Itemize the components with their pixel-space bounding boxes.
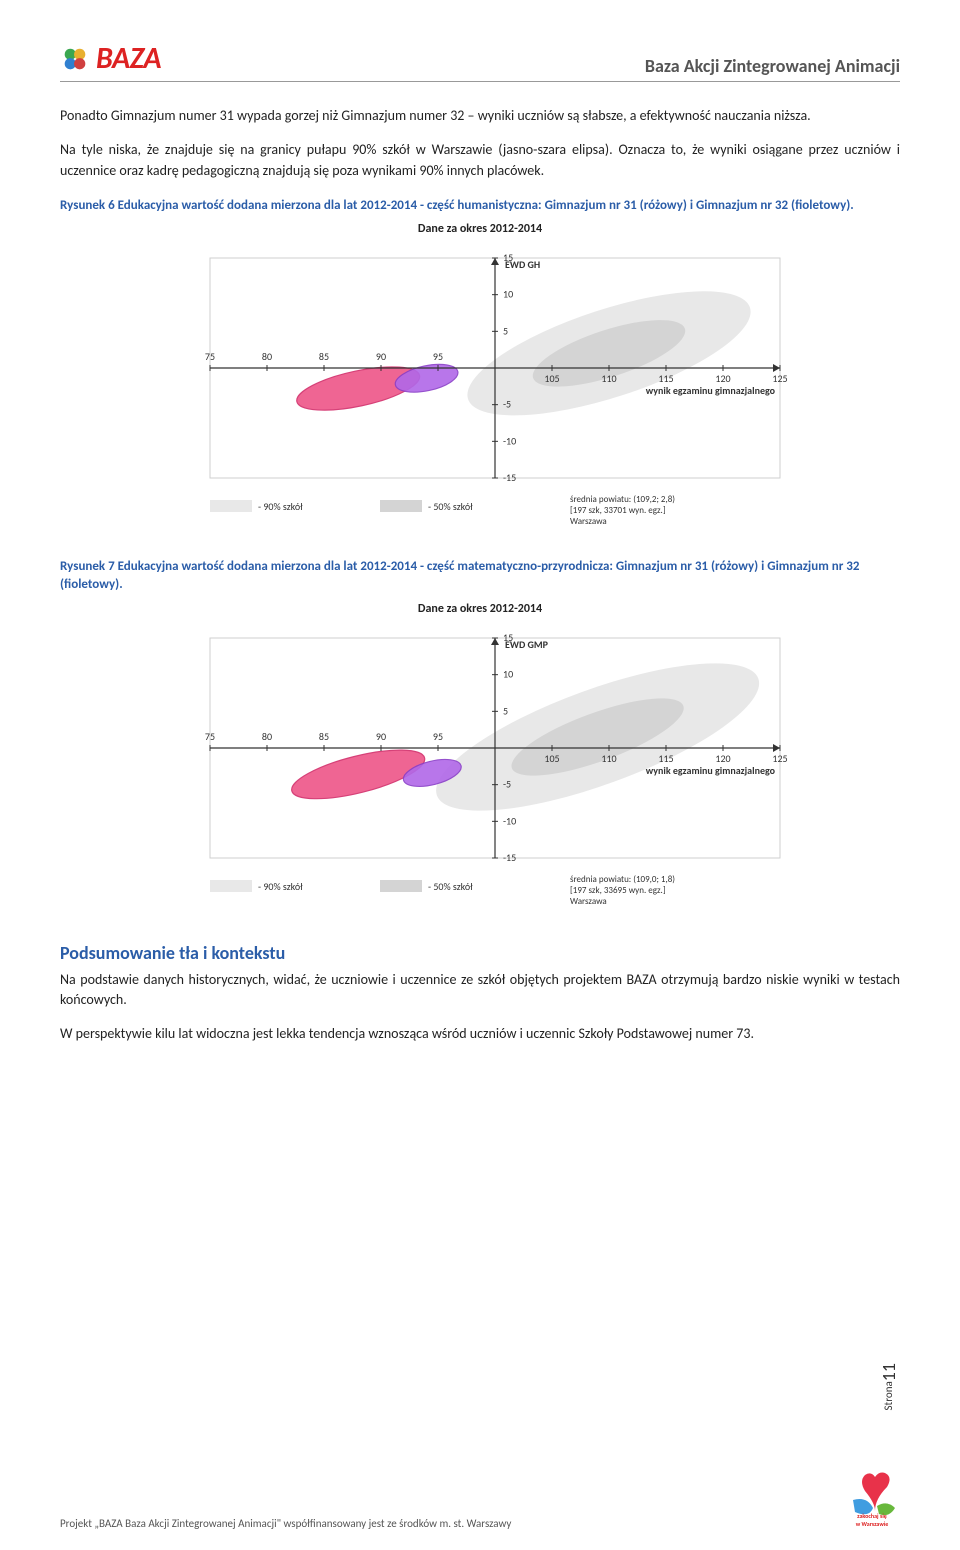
svg-text:- 50% szkół: - 50% szkół — [428, 880, 473, 893]
svg-text:105: 105 — [544, 372, 559, 385]
svg-text:-10: -10 — [503, 435, 516, 448]
svg-text:zakochaj się: zakochaj się — [857, 1512, 887, 1520]
svg-text:90: 90 — [376, 350, 386, 363]
logo: BAZA — [60, 40, 161, 77]
page-number: Strona11 — [878, 1363, 900, 1411]
summary-heading: Podsumowanie tła i kontekstu — [60, 942, 900, 964]
svg-text:110: 110 — [601, 372, 616, 385]
svg-text:- 90% szkół: - 90% szkół — [258, 880, 303, 893]
chart-2-title: Dane za okres 2012-2014 — [160, 602, 800, 616]
svg-text:75: 75 — [205, 350, 215, 363]
summary-p1: Na podstawie danych historycznych, widać… — [60, 970, 900, 1011]
svg-text:90: 90 — [376, 730, 386, 743]
svg-text:10: 10 — [503, 288, 513, 301]
svg-text:85: 85 — [319, 730, 329, 743]
footer: Projekt „BAZA Baza Akcji Zintegrowanej A… — [60, 1460, 900, 1530]
svg-text:-10: -10 — [503, 814, 516, 827]
logo-text: BAZA — [96, 40, 161, 77]
svg-text:-15: -15 — [503, 471, 516, 484]
svg-text:105: 105 — [544, 752, 559, 765]
summary-p2: W perspektywie kilu lat widoczna jest le… — [60, 1024, 900, 1044]
svg-text:80: 80 — [262, 730, 272, 743]
svg-text:- 90% szkół: - 90% szkół — [258, 500, 303, 513]
svg-text:5: 5 — [503, 704, 508, 717]
svg-text:Warszawa: Warszawa — [570, 896, 607, 907]
svg-text:80: 80 — [262, 350, 272, 363]
footer-text: Projekt „BAZA Baza Akcji Zintegrowanej A… — [60, 1517, 511, 1530]
svg-text:EWD GMP: EWD GMP — [505, 638, 549, 651]
figure-caption-7: Rysunek 7 Edukacyjna wartość dodana mier… — [60, 558, 900, 593]
svg-text:75: 75 — [205, 730, 215, 743]
chart-1-svg: 7580859095105110115120125-15-10-551015EW… — [160, 238, 800, 538]
svg-text:EWD GH: EWD GH — [505, 258, 540, 271]
svg-text:5: 5 — [503, 325, 508, 338]
svg-text:średnia powiatu: (109,2; 2,8): średnia powiatu: (109,2; 2,8) — [570, 494, 675, 505]
chart-1: Dane za okres 2012-2014 7580859095105110… — [160, 222, 800, 538]
svg-text:[197 szk, 33701 wyn. egz.]: [197 szk, 33701 wyn. egz.] — [570, 505, 666, 516]
page-header: BAZA Baza Akcji Zintegrowanej Animacji — [60, 40, 900, 82]
page-no: 11 — [878, 1363, 900, 1381]
figure-caption-6: Rysunek 6 Edukacyjna wartość dodana mier… — [60, 197, 900, 215]
svg-text:- 50% szkół: - 50% szkół — [428, 500, 473, 513]
svg-text:Warszawa: Warszawa — [570, 516, 607, 527]
svg-text:95: 95 — [433, 350, 443, 363]
chart-1-title: Dane za okres 2012-2014 — [160, 222, 800, 236]
chart-2: Dane za okres 2012-2014 7580859095105110… — [160, 602, 800, 918]
svg-text:-15: -15 — [503, 851, 516, 864]
svg-text:85: 85 — [319, 350, 329, 363]
svg-text:wynik egzaminu gimnazjalnego: wynik egzaminu gimnazjalnego — [646, 764, 776, 777]
header-title: Baza Akcji Zintegrowanej Animacji — [645, 55, 900, 77]
svg-text:95: 95 — [433, 730, 443, 743]
page-label: Strona — [882, 1381, 895, 1410]
svg-text:-5: -5 — [503, 398, 511, 411]
zakochaj-logo-icon: zakochaj się w Warszawie — [845, 1460, 900, 1530]
svg-text:110: 110 — [601, 752, 616, 765]
svg-text:10: 10 — [503, 667, 513, 680]
chart-2-svg: 7580859095105110115120125-15-10-551015EW… — [160, 618, 800, 918]
svg-text:-5: -5 — [503, 777, 511, 790]
paragraph-1: Ponadto Gimnazjum numer 31 wypada gorzej… — [60, 106, 900, 126]
svg-text:wynik egzaminu gimnazjalnego: wynik egzaminu gimnazjalnego — [646, 384, 776, 397]
logo-icon — [60, 44, 90, 74]
svg-text:w Warszawie: w Warszawie — [856, 1520, 889, 1528]
svg-text:[197 szk, 33695 wyn. egz.]: [197 szk, 33695 wyn. egz.] — [570, 885, 666, 896]
svg-text:średnia powiatu: (109,0; 1,8): średnia powiatu: (109,0; 1,8) — [570, 874, 675, 885]
paragraph-2: Na tyle niska, że znajduje się na granic… — [60, 140, 900, 181]
